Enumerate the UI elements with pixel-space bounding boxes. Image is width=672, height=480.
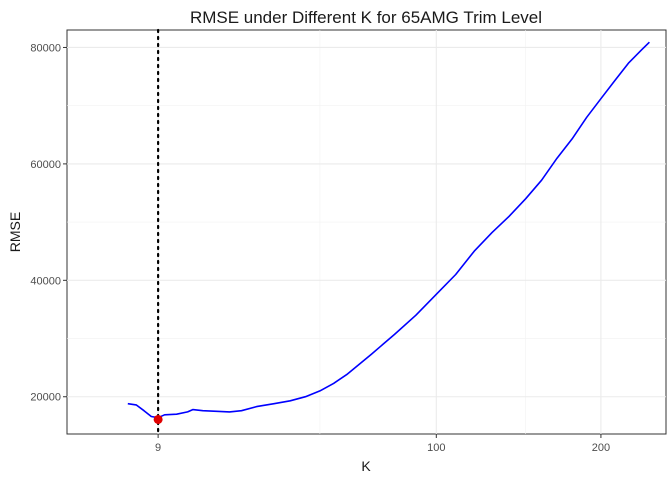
optimal-point	[153, 414, 163, 424]
y-tick-label: 60000	[30, 159, 61, 171]
x-tick-label: 200	[592, 442, 610, 454]
y-tick-label: 40000	[30, 275, 61, 287]
grid-layer	[67, 30, 666, 434]
y-tick-label: 80000	[30, 42, 61, 54]
x-axis-title: K	[361, 458, 371, 474]
tick-layer: 20000 40000 60000 80000 9 100 200	[30, 42, 610, 454]
plot-panel-border	[66, 29, 667, 435]
data-layer	[127, 28, 650, 436]
y-tick-label: 20000	[30, 392, 61, 404]
x-tick-label: 9	[155, 442, 161, 454]
chart-title: RMSE under Different K for 65AMG Trim Le…	[190, 8, 542, 27]
rmse-line	[127, 41, 650, 419]
y-axis-title: RMSE	[7, 212, 23, 252]
x-tick-label: 100	[427, 442, 445, 454]
